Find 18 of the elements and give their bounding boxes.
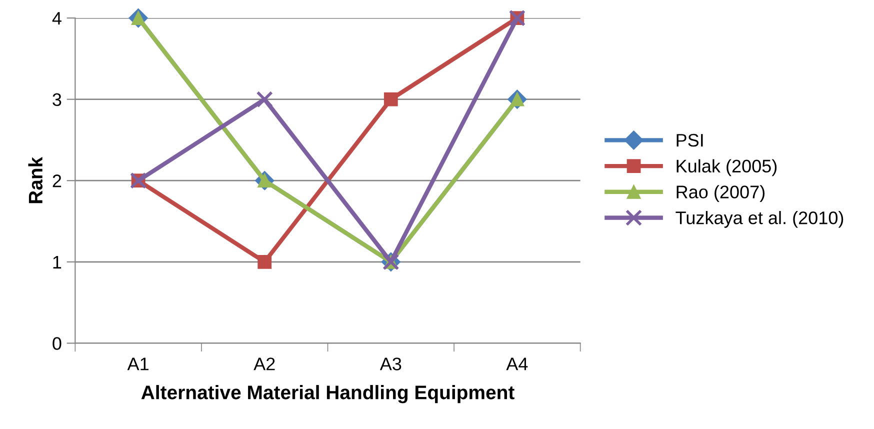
point xyxy=(384,92,398,106)
point xyxy=(256,90,273,108)
x-axis-title: Alternative Material Handling Equipment xyxy=(141,385,514,404)
legend-label: PSI xyxy=(676,134,703,147)
y-tick-label: 0 xyxy=(52,337,62,350)
y-tick-label: 1 xyxy=(53,256,62,268)
legend-label: Tuzkaya et al. (2010) xyxy=(676,210,844,228)
point xyxy=(258,254,272,269)
legend-label: Rao (2007) xyxy=(676,185,765,202)
x-tick-label: A3 xyxy=(380,358,402,370)
y-tick-label: 4 xyxy=(52,12,62,25)
y-tick-label: 2 xyxy=(52,174,62,188)
x-tick-label: A4 xyxy=(506,358,528,370)
y-axis-title: Rank xyxy=(28,156,43,204)
legend-label: Kulak (2005) xyxy=(676,159,777,176)
y-tick-label: 3 xyxy=(52,93,62,106)
x-tick-label: A1 xyxy=(127,358,148,370)
x-tick-label: A2 xyxy=(254,358,275,370)
